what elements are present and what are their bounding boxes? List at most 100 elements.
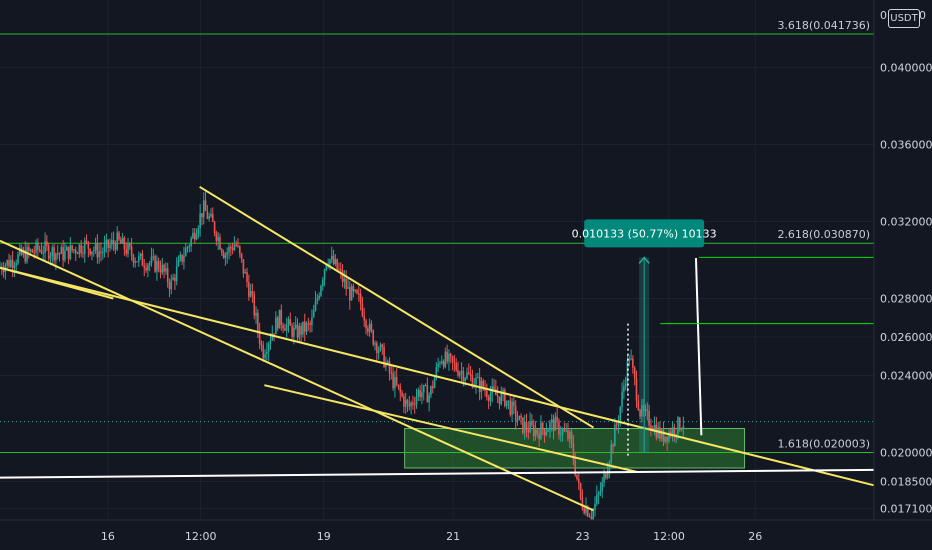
time-tick-label: 26 [748, 530, 762, 543]
currency-button[interactable]: USDT [888, 9, 920, 28]
candle-body [91, 251, 93, 255]
candle-body [442, 361, 445, 367]
candle-body [390, 372, 393, 374]
candle-body [289, 319, 292, 326]
candle-body [136, 261, 138, 263]
candle-body [540, 422, 542, 440]
candle-body [220, 249, 223, 253]
candle-body [246, 272, 248, 283]
measure-label-box[interactable] [584, 219, 705, 248]
candle-body [446, 351, 448, 362]
candle-body [101, 252, 104, 254]
price-tick-label: 0.020000 [880, 447, 932, 460]
candle-body [394, 377, 396, 389]
candle-body [201, 213, 203, 218]
candle-body [577, 478, 580, 484]
candle-body [192, 232, 194, 239]
candle-body [179, 254, 182, 260]
white-line[interactable] [0, 468, 875, 479]
candle-body [354, 289, 357, 292]
candle-body [118, 232, 120, 240]
candle-body [345, 278, 347, 289]
candle-body [397, 384, 400, 387]
candle-body [484, 388, 486, 391]
candle-body [58, 253, 61, 255]
candle-body [307, 323, 310, 325]
candle-body [493, 386, 495, 390]
candle-body [311, 317, 313, 325]
candle-body [284, 328, 286, 331]
candle-body [208, 216, 210, 219]
candle-body [677, 417, 679, 435]
candle-body [440, 361, 443, 364]
candle-body [114, 244, 117, 250]
candle-body [320, 286, 322, 296]
candle-body [105, 239, 108, 245]
candle-body [175, 265, 178, 282]
candle-body [621, 391, 623, 407]
candle-body [257, 312, 259, 331]
candle-body [329, 259, 331, 265]
candle-body [116, 232, 119, 250]
candle-body [87, 241, 90, 249]
candle-body [129, 243, 131, 247]
candle-body [282, 324, 284, 329]
candle-body [302, 321, 304, 335]
candle-body [534, 429, 537, 437]
candle-body [552, 419, 555, 431]
candle-body [15, 263, 18, 266]
candle-body [231, 248, 234, 251]
trendline[interactable] [0, 266, 875, 487]
candle-body [109, 244, 111, 248]
trendline[interactable] [0, 239, 594, 512]
measure-tool-group[interactable]: 0.010133 (50.77%) 10133 [572, 219, 717, 453]
candle-body [412, 402, 414, 405]
white-line[interactable] [694, 258, 703, 436]
candle-body [336, 259, 338, 269]
candle-body [431, 386, 434, 388]
candle-body [260, 343, 263, 346]
candle-body [495, 389, 497, 396]
candle-body [35, 242, 37, 253]
candle-body [172, 277, 174, 280]
candle-body [458, 372, 461, 376]
candle-body [303, 321, 306, 332]
candle-body [415, 396, 418, 405]
candle-body [210, 214, 212, 217]
candle-body [374, 343, 376, 345]
candle-body [94, 242, 97, 251]
measure-arrow[interactable] [638, 256, 650, 264]
candle-body [486, 390, 488, 398]
candle-body [24, 250, 27, 262]
candle-body [248, 282, 250, 297]
candle-body [278, 309, 281, 329]
candle-body [249, 291, 252, 297]
candle-body [605, 473, 607, 479]
candle-body [188, 246, 191, 248]
candle-body [514, 405, 517, 421]
candle-body [413, 404, 416, 406]
candle-body [125, 249, 128, 254]
candle-body [262, 345, 265, 359]
candle-body [464, 378, 466, 382]
trendline[interactable] [264, 384, 637, 473]
trendlines-group[interactable] [0, 185, 875, 512]
candle-body [123, 237, 126, 250]
candle-body [678, 417, 681, 430]
candle-body [403, 396, 405, 407]
candle-body [386, 361, 389, 363]
trendline[interactable] [199, 185, 594, 429]
candle-body [296, 324, 299, 338]
time-tick-label: 12:00 [653, 530, 685, 543]
candle-body [466, 372, 468, 379]
trendline[interactable] [0, 266, 114, 300]
candle-body [244, 272, 247, 274]
candle-body [132, 255, 135, 263]
candle-body [193, 232, 196, 240]
candle-body [614, 424, 616, 447]
candle-body [489, 393, 492, 401]
candle-body [596, 494, 598, 504]
candle-body [383, 346, 385, 367]
candle-body [40, 249, 43, 254]
